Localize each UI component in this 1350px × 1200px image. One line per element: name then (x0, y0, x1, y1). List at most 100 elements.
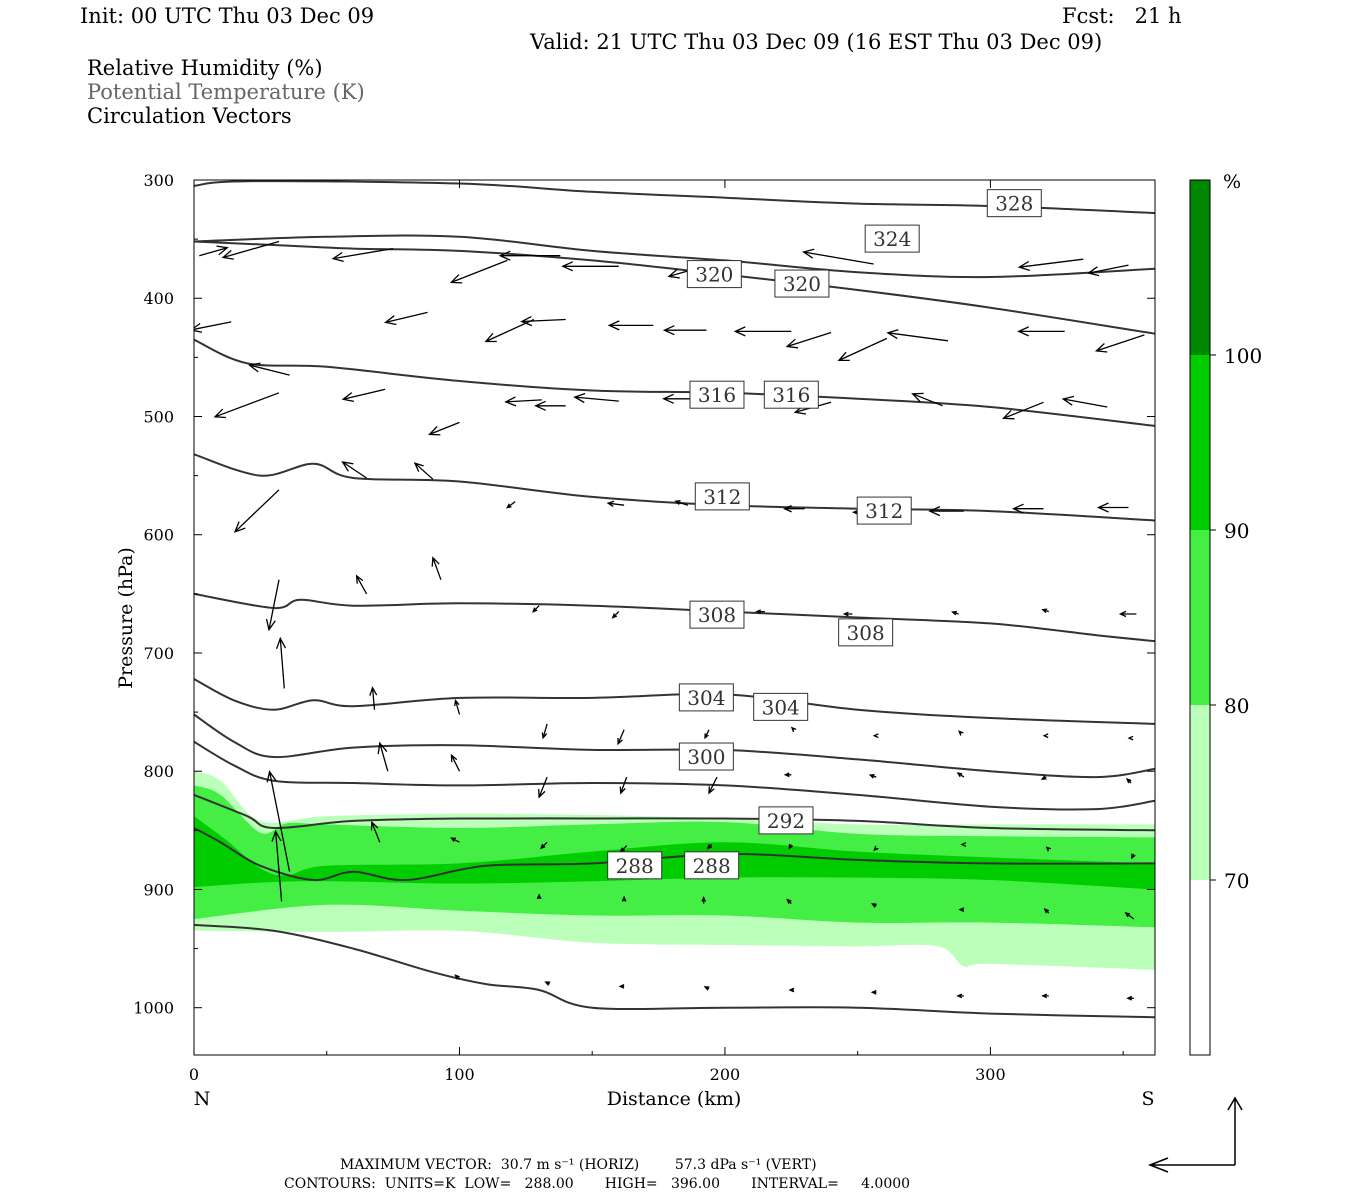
vector-arrow (536, 893, 542, 900)
svg-text:312: 312 (703, 485, 741, 509)
vector-arrow (873, 845, 879, 852)
vector-arrow (1094, 334, 1145, 353)
svg-text:324: 324 (873, 227, 911, 251)
vector-arrow (221, 240, 280, 260)
vector-arrow (369, 686, 378, 710)
theta-contour-292 (194, 793, 1155, 832)
vector-arrow (872, 733, 879, 739)
vector-arrow (520, 316, 566, 327)
y-tick-label: 1000 (133, 999, 174, 1018)
vector-arrow (199, 245, 229, 257)
y-axis-label: Pressure (hPa) (115, 547, 137, 689)
colorbar-label: 90 (1224, 519, 1249, 543)
contour-label: 288 (607, 851, 663, 880)
vector-arrow (619, 776, 628, 795)
vector-arrow (341, 461, 367, 479)
vector-arrow (886, 329, 948, 342)
y-tick-label: 300 (143, 171, 174, 190)
vector-arrow (956, 993, 964, 999)
y-tick-label: 800 (143, 762, 174, 781)
vector-arrow (539, 841, 548, 850)
theta-contour-296 (194, 740, 1155, 811)
vector-arrow (370, 820, 381, 843)
contour-label: 320 (774, 269, 830, 298)
vector-arrow (341, 388, 386, 403)
y-tick-label: 400 (143, 289, 174, 308)
vector-arrow (1131, 853, 1136, 860)
vector-arrow (786, 898, 792, 905)
vector-arrow (1041, 608, 1050, 614)
vector-arrow (911, 392, 943, 407)
vector-arrow (538, 776, 548, 799)
vector-arrow (870, 903, 877, 908)
vector-arrow (428, 421, 460, 436)
contour-label: 304 (678, 683, 734, 712)
contour-label: 312 (856, 496, 912, 525)
vector-arrow (413, 462, 434, 480)
vector-arrow (275, 636, 287, 689)
svg-text:308: 308 (847, 621, 885, 645)
y-tick-label: 900 (143, 880, 174, 899)
vector-arrow (1126, 995, 1134, 1001)
colorbar-label: 70 (1224, 869, 1249, 893)
vector-arrow (788, 987, 795, 993)
vector-arrow (454, 974, 460, 980)
x-tick-label: 100 (444, 1065, 475, 1084)
vector-arrow (265, 579, 280, 632)
vector-arrow (573, 392, 619, 404)
contour-label: 316 (763, 380, 819, 409)
vector-arrow (248, 362, 290, 376)
vector-arrow (233, 489, 280, 533)
contour-labels: 328 324 320 320 316 316 312 312 308 308 304 304 300 2… (607, 189, 1042, 880)
vector-arrow (785, 331, 832, 349)
vector-arrow (1017, 258, 1084, 272)
vector-arrow (958, 907, 965, 912)
vector-arrow (870, 989, 877, 995)
svg-text:316: 316 (698, 383, 736, 407)
vector-arrow (733, 326, 792, 337)
colorbar-label: 100 (1224, 344, 1262, 368)
vector-arrow (271, 829, 283, 902)
contour-label: 292 (758, 806, 814, 835)
vector-arrow (355, 574, 368, 595)
theta-contour-308 (194, 592, 1155, 643)
vector-arrow (606, 500, 625, 507)
vector-arrow (611, 611, 620, 619)
vector-arrow (802, 248, 874, 265)
x-axis-label: Distance (km) (607, 1088, 742, 1110)
vector-arrow (708, 776, 718, 795)
vector-arrow (701, 896, 707, 904)
vector-arrow (431, 556, 442, 580)
valid-time: Valid: 21 UTC Thu 03 Dec 09 (16 EST Thu … (530, 30, 1103, 54)
vector-arrow (544, 981, 551, 986)
x-axis: 0 100 200 300 (189, 180, 1124, 1084)
vector-arrow (674, 500, 689, 506)
vector-arrow (331, 247, 394, 263)
svg-text:328: 328 (995, 192, 1033, 216)
contour-label: 328 (986, 189, 1042, 218)
vector-arrow (454, 698, 461, 715)
svg-text:300: 300 (687, 745, 725, 769)
svg-text:312: 312 (865, 499, 903, 523)
svg-text:304: 304 (687, 686, 725, 710)
x-tick-label: 0 (189, 1065, 199, 1084)
vector-arrow (504, 396, 542, 407)
vector-arrow (788, 844, 794, 850)
vector-arrow (607, 320, 654, 331)
svg-text:320: 320 (695, 263, 733, 287)
vector-arrow (960, 842, 967, 847)
theta-contour-sfc (194, 923, 1155, 1019)
vector-arrow (1118, 610, 1137, 618)
contour-label: 308 (838, 618, 894, 647)
field-title-vectors: Circulation Vectors (87, 104, 292, 128)
x-tick-label: 300 (975, 1065, 1006, 1084)
vector-arrow (755, 609, 765, 614)
colorbar-unit: % (1223, 171, 1241, 193)
vector-arrow (790, 726, 797, 733)
south-label: S (1141, 1088, 1154, 1110)
contour-label: 320 (686, 260, 742, 289)
vector-arrow (956, 772, 965, 778)
vector-arrow (837, 337, 888, 362)
vector-arrow (1096, 502, 1129, 513)
